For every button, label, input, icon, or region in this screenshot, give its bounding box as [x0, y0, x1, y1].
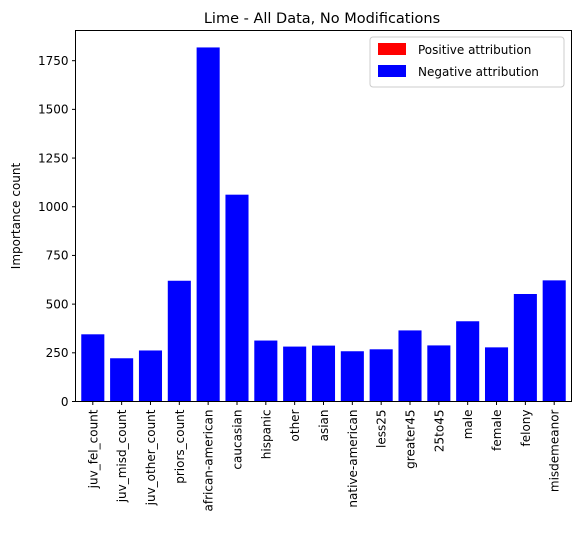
y-axis: 0 250 500 750 1000 1250 1500 1750	[38, 54, 76, 409]
bar	[340, 351, 364, 402]
y-tick-label: 1750	[38, 54, 69, 68]
x-tick-label: other	[288, 409, 302, 441]
bar	[311, 345, 336, 402]
bar	[283, 346, 307, 402]
x-tick-label: juv_fel_count	[86, 409, 100, 489]
x-tick-label: asian	[317, 410, 331, 442]
bar	[167, 280, 191, 402]
x-tick-label: misdemeanor	[548, 409, 562, 492]
legend-frame	[369, 36, 565, 88]
x-tick-label: 25to45	[432, 410, 446, 453]
x-tick-label: greater45	[404, 410, 418, 469]
bar	[427, 345, 451, 402]
x-tick-label: male	[461, 410, 475, 440]
bar	[369, 349, 393, 402]
y-tick-label: 1000	[38, 200, 69, 214]
x-axis: juv_fel_count juv_misd_count juv_other_cou…	[86, 401, 562, 512]
bar	[110, 358, 134, 402]
legend-label-negative: Negative attribution	[418, 65, 539, 79]
x-tick-label: african-american	[202, 410, 216, 512]
x-tick-label: hispanic	[259, 410, 273, 460]
x-tick-label: caucasian	[230, 410, 244, 470]
x-tick-label: female	[490, 410, 504, 451]
x-tick-label: native-american	[346, 410, 360, 508]
bar	[81, 334, 105, 402]
y-tick-label: 750	[46, 249, 69, 263]
legend-swatch-negative	[378, 65, 406, 77]
legend: Positive attribution Negative attributio…	[369, 36, 565, 88]
legend-swatch-positive	[378, 43, 406, 55]
bar	[513, 293, 537, 402]
bar	[254, 340, 278, 402]
legend-label-positive: Positive attribution	[418, 43, 531, 57]
bar	[398, 330, 422, 402]
x-tick-label: felony	[519, 410, 533, 447]
bar	[138, 350, 163, 402]
x-tick-label: priors_count	[173, 409, 187, 484]
x-tick-label: less25	[375, 410, 389, 449]
bar	[456, 321, 480, 402]
x-tick-label: juv_misd_count	[115, 409, 129, 503]
y-tick-label: 500	[46, 297, 69, 311]
bars-group	[81, 47, 566, 402]
y-tick-label: 1500	[38, 103, 69, 117]
bar	[484, 347, 509, 402]
chart-title: Lime - All Data, No Modifications	[204, 11, 440, 27]
bar	[196, 47, 220, 402]
y-tick-label: 0	[61, 395, 69, 409]
bar	[225, 194, 249, 402]
y-tick-label: 250	[46, 346, 69, 360]
bar	[542, 280, 566, 402]
y-tick-label: 1250	[38, 151, 69, 165]
x-tick-label: juv_other_count	[144, 409, 158, 506]
y-axis-label: Importance count	[9, 162, 23, 269]
